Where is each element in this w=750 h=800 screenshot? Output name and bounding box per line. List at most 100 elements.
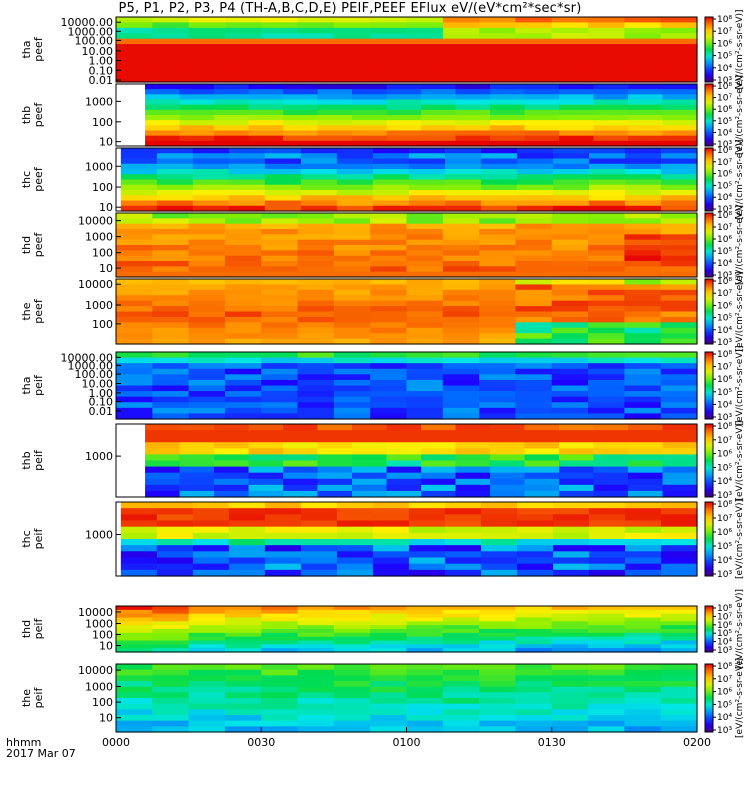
spectrogram-cell: [228, 545, 266, 552]
spectrogram-cell: [283, 89, 319, 95]
spectrogram-cell: [297, 266, 335, 273]
spectrogram-cell: [352, 89, 388, 95]
spectrogram-cell: [152, 625, 190, 630]
spectrogram-cell: [660, 720, 698, 727]
spectrogram-cell: [551, 664, 589, 671]
spectrogram-cell: [224, 402, 262, 409]
spectrogram-cell: [442, 213, 480, 219]
panel-frame: [115, 212, 698, 278]
spectrogram-cell: [188, 681, 226, 688]
colorbar-tick-label: 10⁵: [717, 700, 732, 710]
spectrogram-cell: [145, 125, 181, 132]
spectrogram-cell: [214, 104, 250, 111]
spectrogram-cell: [551, 621, 589, 626]
spectrogram-cell: [479, 218, 517, 225]
spectrogram-cell: [660, 698, 698, 705]
spectrogram-cell: [333, 65, 371, 72]
spectrogram-cell: [300, 569, 338, 577]
spectrogram-cell: [480, 153, 518, 160]
spectrogram-cell: [660, 148, 698, 154]
spectrogram-cell: [551, 234, 589, 241]
spectrogram-cell: [588, 153, 626, 160]
spectrogram-cell: [551, 632, 589, 638]
spectrogram-cell: [297, 300, 335, 307]
spectrogram-cell: [588, 379, 625, 387]
spectrogram-cell: [624, 532, 662, 540]
spectrogram-cell: [333, 338, 371, 345]
spectrogram-cell: [224, 322, 262, 329]
spectrogram-cell: [593, 89, 629, 95]
spectrogram-cell: [406, 49, 444, 56]
spectrogram-cell: [261, 703, 299, 710]
spectrogram-cell: [145, 140, 181, 147]
spectrogram-cell: [442, 27, 480, 34]
spectrogram-cell: [145, 135, 181, 142]
spectrogram-cell: [188, 720, 226, 727]
spectrogram-cell: [628, 84, 664, 90]
spectrogram-cell: [370, 675, 408, 682]
spectrogram-cell: [406, 368, 444, 375]
spectrogram-cell: [264, 184, 302, 191]
spectrogram-cell: [224, 385, 262, 392]
spectrogram-cell: [588, 17, 625, 24]
spectrogram-cell: [406, 239, 444, 246]
spectrogram-cell: [515, 284, 553, 291]
spectrogram-cell: [442, 327, 480, 334]
y-tick-label: 1000: [85, 231, 113, 244]
spectrogram-cell: [370, 636, 408, 642]
y-tick-label: 10.00: [82, 377, 114, 390]
spectrogram-cell: [333, 71, 371, 78]
spectrogram-cell: [370, 316, 408, 323]
spectrogram-cell: [624, 514, 662, 522]
spectrogram-cell: [156, 539, 194, 546]
spectrogram-cell: [624, 174, 662, 181]
spectrogram-cell: [662, 104, 698, 111]
spectrogram-cell: [261, 374, 299, 381]
spectrogram-cell: [442, 720, 480, 727]
spectrogram-cell: [116, 664, 153, 671]
spectrogram-cell: [662, 478, 698, 486]
spectrogram-cell: [624, 17, 662, 24]
spectrogram-cell: [624, 621, 662, 626]
spectrogram-cell: [370, 261, 408, 267]
spectrogram-cell: [660, 648, 698, 653]
spectrogram-cell: [516, 551, 554, 559]
spectrogram-cell: [406, 385, 444, 392]
spectrogram-cell: [224, 681, 262, 688]
spectrogram-cell: [479, 239, 517, 246]
spectrogram-cell: [442, 311, 480, 318]
spectrogram-cell: [593, 135, 629, 142]
spectrogram-cell: [264, 563, 302, 571]
spectrogram-cell: [386, 454, 422, 462]
spectrogram-cell: [214, 94, 250, 101]
spectrogram-cell: [264, 153, 302, 160]
y-tick-label: 1000: [85, 160, 113, 173]
spectrogram-cell: [188, 300, 226, 307]
spectrogram-cell: [152, 396, 190, 403]
colorbar: [704, 423, 714, 498]
spectrogram-cell: [336, 148, 374, 154]
colorbar-label: [eV/(cm²-s-sr-eV)]: [735, 345, 745, 425]
spectrogram-cell: [408, 153, 446, 160]
spectrogram-cell: [370, 698, 408, 705]
spectrogram-cell: [228, 153, 266, 160]
spectrogram-cell: [593, 448, 629, 456]
spectrogram-cell: [228, 551, 266, 559]
spectrogram-cell: [370, 709, 408, 716]
spectrogram-cell: [552, 514, 590, 522]
spectrogram-cell: [116, 289, 153, 296]
spectrogram-cell: [552, 532, 590, 540]
spectrogram-cell: [660, 726, 698, 733]
spectrogram-cell: [479, 213, 517, 219]
spectrogram-cell: [352, 490, 388, 498]
spectrogram-cell: [333, 44, 371, 51]
spectrogram-cell: [116, 617, 153, 622]
spectrogram-cell: [490, 109, 526, 116]
spectrogram-cell: [179, 135, 215, 142]
spectrogram-cell: [515, 609, 553, 615]
spectrogram-cell: [480, 520, 518, 528]
spectrogram-cell: [370, 71, 408, 78]
spectrogram-cell: [552, 190, 590, 196]
spectrogram-cell: [333, 218, 371, 225]
spectrogram-cell: [516, 532, 554, 540]
